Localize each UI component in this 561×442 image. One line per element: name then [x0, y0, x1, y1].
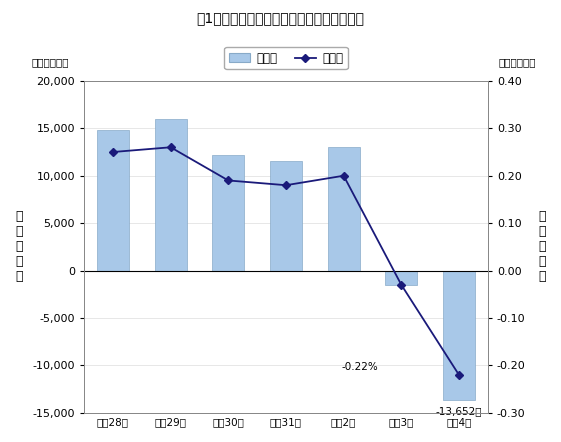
Bar	[270, 161, 302, 271]
Y-axis label: 人
口
増
減
率: 人 口 増 減 率	[539, 210, 546, 283]
Bar	[328, 147, 360, 271]
Text: （単位：人）: （単位：人）	[31, 57, 69, 68]
Text: -13,652人: -13,652人	[436, 406, 482, 416]
Text: 図1　総人口の人口増減数及び増減率の推移: 図1 総人口の人口増減数及び増減率の推移	[196, 11, 365, 25]
Bar	[155, 119, 186, 271]
Bar	[213, 155, 244, 271]
Bar	[443, 271, 475, 400]
Bar	[97, 130, 129, 271]
Text: （単位：％）: （単位：％）	[499, 57, 536, 68]
Y-axis label: 人
口
増
減
数: 人 口 増 減 数	[15, 210, 22, 283]
Text: -0.22%: -0.22%	[342, 362, 378, 372]
Bar	[385, 271, 417, 285]
Legend: 増減数, 増減率: 増減数, 増減率	[224, 47, 348, 69]
